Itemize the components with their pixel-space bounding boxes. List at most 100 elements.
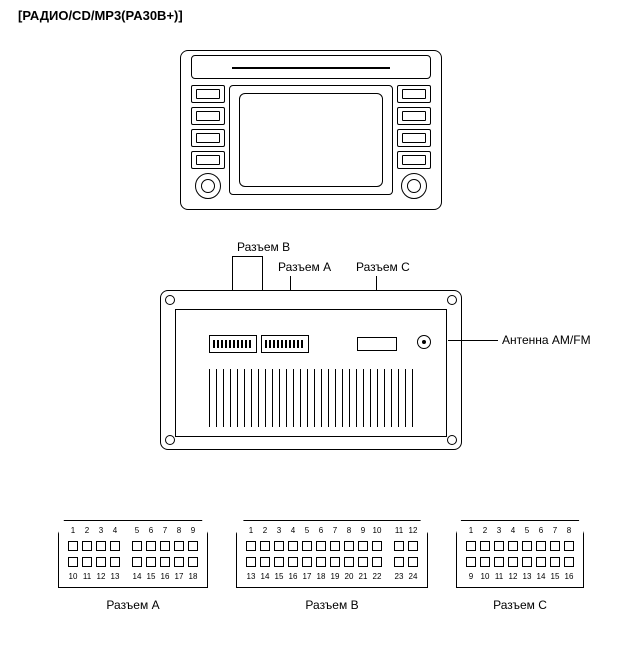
antenna-port — [417, 335, 431, 349]
connector-label: Разъем B — [305, 598, 358, 612]
pin-box — [358, 557, 368, 567]
pin-number: 15 — [549, 573, 561, 581]
pin-box — [274, 557, 284, 567]
tune-knob — [401, 173, 427, 199]
button-column-right — [397, 85, 431, 169]
pin-box — [344, 541, 354, 551]
pin-number: 1 — [67, 527, 79, 535]
pin-number: 2 — [259, 527, 271, 535]
pin-number: 1 — [465, 527, 477, 535]
pin-number: 11 — [493, 573, 505, 581]
pin-number: 14 — [535, 573, 547, 581]
pin-box — [536, 541, 546, 551]
pin-box — [550, 557, 560, 567]
pin-box — [160, 557, 170, 567]
pin-box — [480, 557, 490, 567]
pin-number: 5 — [301, 527, 313, 535]
corner-screw — [165, 435, 175, 445]
corner-screw — [447, 295, 457, 305]
pin-box — [550, 541, 560, 551]
pin-box — [316, 557, 326, 567]
pin-box — [188, 557, 198, 567]
pin-box — [146, 541, 156, 551]
pin-box — [372, 541, 382, 551]
side-button — [397, 151, 431, 169]
pin-box — [330, 557, 340, 567]
pin-box — [330, 541, 340, 551]
side-button — [191, 129, 225, 147]
pin-number: 13 — [245, 573, 257, 581]
pin-box — [96, 557, 106, 567]
label-conn-a: Разъем A — [278, 260, 331, 274]
pin-number: 16 — [563, 573, 575, 581]
pin-box — [508, 541, 518, 551]
pin-box — [302, 541, 312, 551]
pin-number: 4 — [507, 527, 519, 535]
pin-number: 9 — [187, 527, 199, 535]
pin-box — [246, 541, 256, 551]
pin-box — [508, 557, 518, 567]
pin-box — [394, 557, 404, 567]
pin-number: 9 — [465, 573, 477, 581]
volume-knob — [195, 173, 221, 199]
side-button — [397, 107, 431, 125]
pin-box — [188, 541, 198, 551]
pin-number: 5 — [521, 527, 533, 535]
rear-connector-c — [357, 337, 397, 351]
connector-shell: 123456789101112131415161718192021222324 — [236, 520, 428, 588]
pin-number: 12 — [95, 573, 107, 581]
pin-number: 6 — [145, 527, 157, 535]
side-button — [397, 129, 431, 147]
display-screen — [239, 93, 383, 187]
pin-box — [174, 557, 184, 567]
pin-box — [408, 541, 418, 551]
vent-grille — [209, 369, 413, 427]
pin-box — [522, 541, 532, 551]
pin-box — [260, 557, 270, 567]
rear-connector-a — [209, 335, 257, 353]
pin-box — [82, 541, 92, 551]
pin-box — [494, 557, 504, 567]
pin-box — [174, 541, 184, 551]
pin-box — [564, 557, 574, 567]
pin-box — [288, 541, 298, 551]
pin-number: 17 — [173, 573, 185, 581]
pin-box — [344, 557, 354, 567]
pin-number: 7 — [549, 527, 561, 535]
pin-box — [132, 541, 142, 551]
pin-box — [68, 541, 78, 551]
pin-number: 8 — [563, 527, 575, 535]
connector-c-pinout: 12345678910111213141516Разъем C — [456, 520, 584, 612]
pin-box — [466, 557, 476, 567]
pin-box — [82, 557, 92, 567]
label-conn-c: Разъем C — [356, 260, 410, 274]
side-button — [397, 85, 431, 103]
pin-number: 11 — [393, 527, 405, 535]
pin-number: 1 — [245, 527, 257, 535]
pin-number: 3 — [95, 527, 107, 535]
pin-number: 10 — [479, 573, 491, 581]
page-title: [РАДИО/CD/MP3(PA30B+)] — [0, 0, 622, 23]
side-button — [191, 107, 225, 125]
pin-number: 14 — [131, 573, 143, 581]
corner-screw — [165, 295, 175, 305]
button-column-left — [191, 85, 225, 169]
pin-number: 15 — [145, 573, 157, 581]
pin-number: 5 — [131, 527, 143, 535]
pin-number: 6 — [315, 527, 327, 535]
pin-number: 16 — [159, 573, 171, 581]
pin-number: 11 — [81, 573, 93, 581]
pin-number: 9 — [357, 527, 369, 535]
pin-number: 2 — [479, 527, 491, 535]
pin-box — [96, 541, 106, 551]
pin-number: 15 — [273, 573, 285, 581]
pin-box — [564, 541, 574, 551]
label-antenna: Антенна AM/FM — [502, 333, 591, 347]
pin-number: 17 — [301, 573, 313, 581]
pin-number: 8 — [343, 527, 355, 535]
pin-box — [132, 557, 142, 567]
pin-box — [68, 557, 78, 567]
connector-shell: 123456789101112131415161718 — [58, 520, 208, 588]
pin-box — [394, 541, 404, 551]
pin-box — [288, 557, 298, 567]
